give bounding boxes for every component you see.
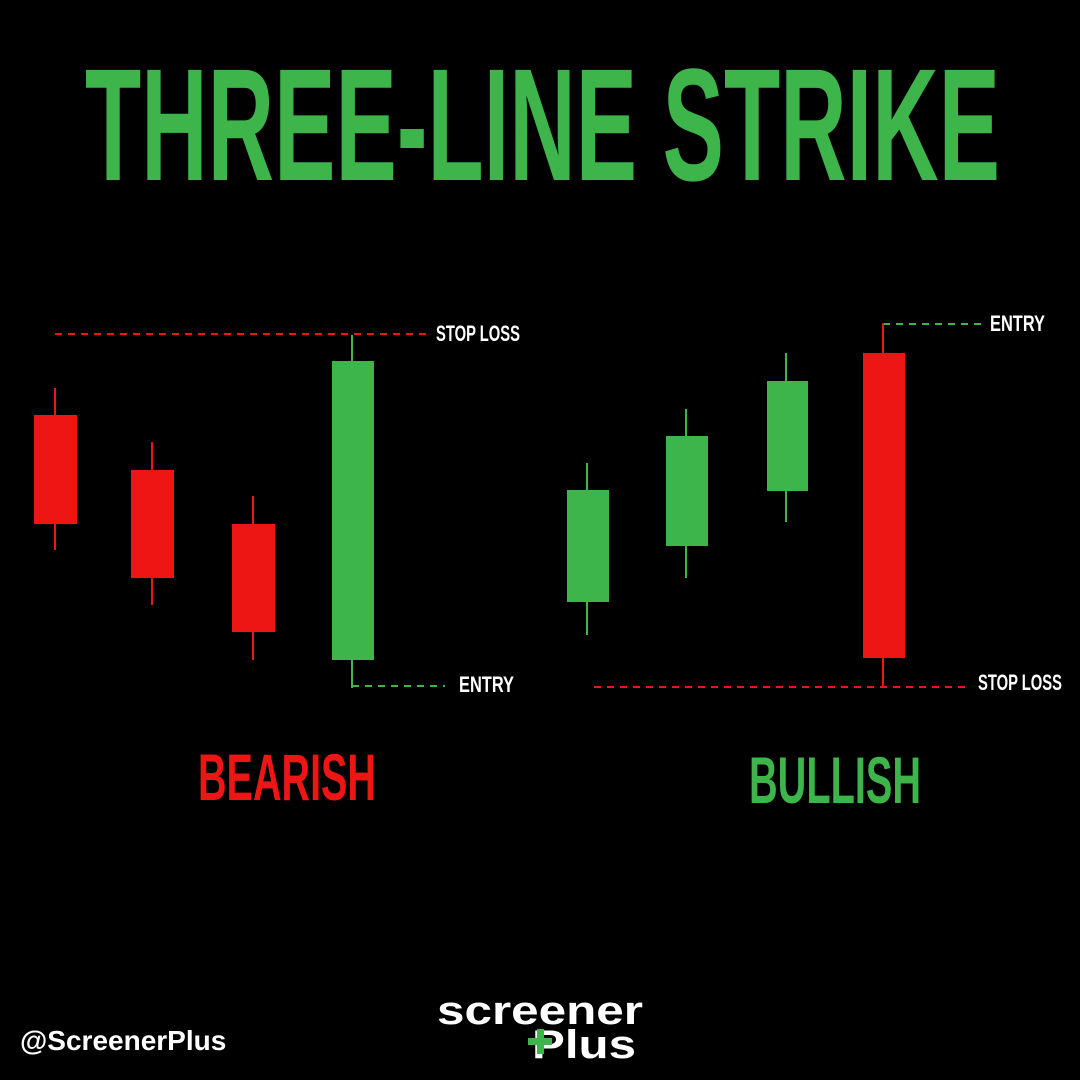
- candle: [567, 490, 609, 602]
- entry-label: ENTRY: [990, 311, 1045, 336]
- bearish-pattern: STOP LOSS ENTRY BEARISH: [34, 321, 520, 814]
- candle: [232, 524, 275, 632]
- logo-top: screener: [437, 989, 643, 1033]
- stop-loss-label: STOP LOSS: [436, 321, 520, 346]
- logo: screener Plus: [437, 989, 643, 1067]
- logo-plus: [537, 1029, 544, 1054]
- title: THREE-LINE STRIKE: [85, 35, 1000, 214]
- bullish-pattern: ENTRY STOP LOSS BULLISH: [567, 311, 1062, 817]
- stop-loss-label: STOP LOSS: [978, 670, 1062, 695]
- candle: [767, 381, 808, 491]
- candle: [332, 361, 374, 660]
- entry-label: ENTRY: [459, 672, 514, 697]
- pattern-label: BEARISH: [198, 740, 376, 814]
- candle: [863, 353, 905, 658]
- candle: [34, 415, 77, 524]
- candle: [131, 470, 174, 578]
- candle: [666, 436, 708, 546]
- handle: @ScreenerPlus: [20, 1025, 226, 1056]
- pattern-label: BULLISH: [749, 743, 921, 817]
